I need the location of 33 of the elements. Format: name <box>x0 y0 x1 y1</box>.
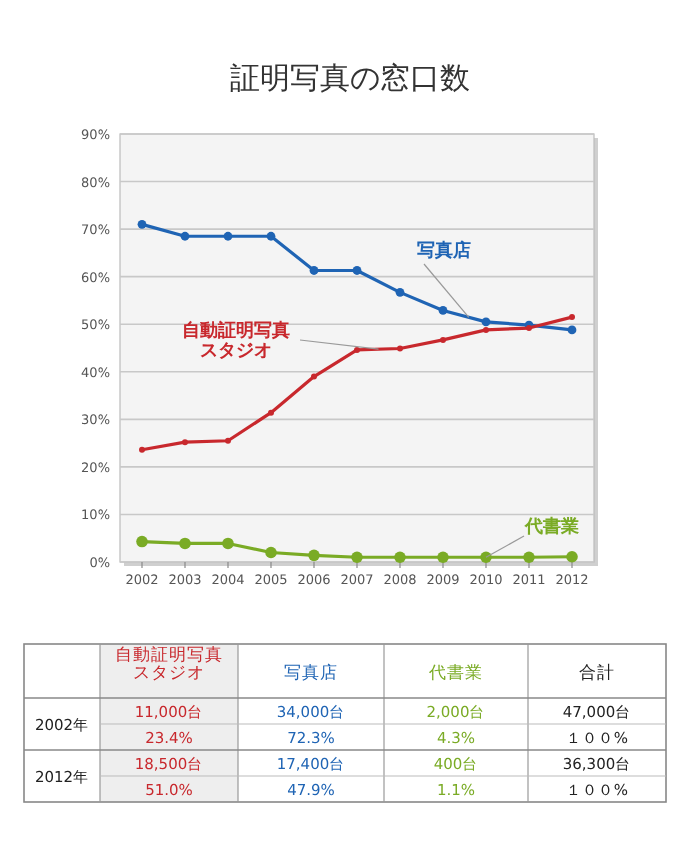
point <box>309 266 319 275</box>
point <box>437 551 449 564</box>
point <box>395 287 405 297</box>
point <box>180 231 190 241</box>
point <box>222 537 234 550</box>
point <box>394 551 406 564</box>
point <box>311 373 317 380</box>
point <box>308 549 320 562</box>
series-label: 写真店 <box>417 240 471 262</box>
point <box>481 317 491 327</box>
point <box>223 231 233 241</box>
point <box>569 314 575 321</box>
point <box>265 546 277 559</box>
line-series <box>139 314 575 453</box>
point <box>266 231 276 241</box>
point <box>139 446 145 453</box>
point <box>268 409 274 416</box>
point <box>352 266 362 275</box>
point <box>182 439 188 446</box>
chart-title: 証明写真の窓口数 <box>230 60 470 96</box>
point <box>136 535 148 548</box>
point <box>438 306 448 315</box>
point <box>523 551 535 564</box>
point <box>137 219 147 229</box>
point <box>397 345 403 352</box>
point <box>566 550 578 563</box>
point <box>351 551 363 564</box>
point <box>179 537 191 550</box>
series-label: 代書業 <box>523 516 579 538</box>
series-label: 自動証明写真スタジオ <box>182 320 290 362</box>
point <box>225 437 231 444</box>
point <box>480 551 492 564</box>
point <box>567 325 577 335</box>
